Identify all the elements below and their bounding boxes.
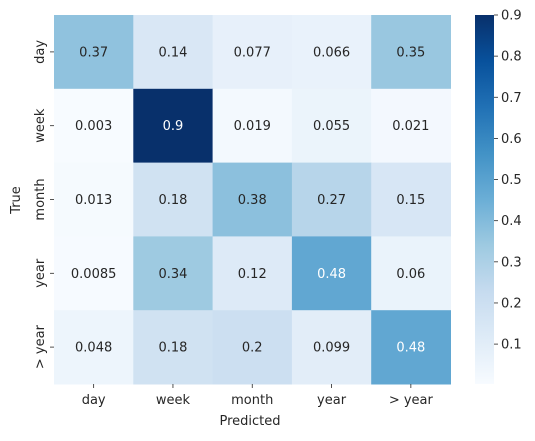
y-tick-label: week <box>33 108 48 143</box>
colorbar <box>475 15 494 384</box>
colorbar-ticks: 0.1 0.2 0.3 0.4 0.5 0.6 0.7 0.8 0.9 <box>494 9 522 353</box>
heatmap-cell <box>291 236 372 311</box>
cell-value-label: 0.9 <box>163 119 184 134</box>
y-tick-label: month <box>33 178 48 220</box>
heatmap-cell <box>54 15 134 90</box>
heatmap-cell <box>291 15 372 90</box>
colorbar-tick-label: 0.1 <box>501 338 522 353</box>
cell-value-label: 0.003 <box>75 119 112 134</box>
x-tick-label: month <box>231 393 273 408</box>
heatmap-cell <box>291 310 372 385</box>
cell-value-label: 0.48 <box>317 267 346 282</box>
heatmap-cell <box>212 88 293 164</box>
cell-value-label: 0.18 <box>158 193 187 208</box>
cell-value-label: 0.06 <box>396 267 425 282</box>
x-axis-label: Predicted <box>219 414 280 429</box>
cell-value-label: 0.48 <box>396 341 425 356</box>
colorbar-tick-label: 0.4 <box>501 214 522 229</box>
heatmap-cell <box>133 88 214 164</box>
y-axis-label: True <box>9 186 24 215</box>
colorbar-tick-label: 0.3 <box>501 255 522 270</box>
cell-value-label: 0.099 <box>313 341 350 356</box>
colorbar-tick-label: 0.5 <box>501 173 522 188</box>
heatmap-cell <box>371 236 451 311</box>
colorbar-tick-label: 0.7 <box>501 91 522 106</box>
heatmap-cell <box>371 15 451 90</box>
cell-value-label: 0.021 <box>392 119 429 134</box>
cell-value-label: 0.048 <box>75 341 112 356</box>
heatmap-cell <box>371 310 451 385</box>
heatmap-cell <box>371 162 451 237</box>
y-tick-label: year <box>33 258 48 288</box>
cell-value-label: 0.066 <box>313 45 350 60</box>
colorbar-tick-label: 0.6 <box>501 132 522 147</box>
heatmap-cell <box>291 162 372 237</box>
cell-value-label: 0.27 <box>317 193 346 208</box>
heatmap-cell <box>212 310 293 385</box>
cell-value-label: 0.077 <box>234 45 271 60</box>
cell-value-label: 0.35 <box>396 45 425 60</box>
colorbar-tick-label: 0.9 <box>501 9 522 24</box>
colorbar-tick-label: 0.2 <box>501 296 522 311</box>
cell-value-label: 0.2 <box>242 341 263 356</box>
heatmap-cell <box>133 310 214 385</box>
y-tick-label: day <box>33 40 48 64</box>
x-axis-ticks: day week month year > year <box>82 384 434 408</box>
heatmap-cell <box>133 15 214 90</box>
heatmap-cell <box>54 88 134 164</box>
heatmap-cell <box>133 162 214 237</box>
x-tick-label: day <box>82 393 106 408</box>
x-tick-label: week <box>156 393 191 408</box>
cell-value-label: 0.0085 <box>71 267 117 282</box>
y-axis-ticks: day week month year > year <box>33 40 54 369</box>
colorbar-tick-label: 0.8 <box>501 50 522 65</box>
cell-value-label: 0.18 <box>158 341 187 356</box>
heatmap-cell-labels: 0.37 0.14 0.077 0.066 0.35 0.003 0.9 0.019 0.055… <box>71 45 430 355</box>
cell-value-label: 0.34 <box>158 267 187 282</box>
cell-value-label: 0.38 <box>238 193 267 208</box>
cell-value-label: 0.013 <box>75 193 112 208</box>
heatmap-cell <box>54 236 134 311</box>
cell-value-label: 0.37 <box>79 45 108 60</box>
heatmap-cell <box>54 162 134 237</box>
cell-value-label: 0.15 <box>396 193 425 208</box>
heatmap-cell <box>133 236 214 311</box>
heatmap-cells <box>54 15 451 385</box>
heatmap-cell <box>212 162 293 237</box>
cell-value-label: 0.055 <box>313 119 350 134</box>
y-tick-label: > year <box>33 324 48 369</box>
x-tick-label: year <box>317 393 347 408</box>
heatmap-cell <box>212 236 293 311</box>
heatmap-cell <box>212 15 293 90</box>
heatmap-cell <box>291 88 372 164</box>
heatmap-cell <box>54 310 134 385</box>
heatmap-cell <box>371 88 451 164</box>
cell-value-label: 0.019 <box>234 119 271 134</box>
cell-value-label: 0.12 <box>238 267 267 282</box>
cell-value-label: 0.14 <box>158 45 187 60</box>
x-tick-label: > year <box>389 393 434 408</box>
